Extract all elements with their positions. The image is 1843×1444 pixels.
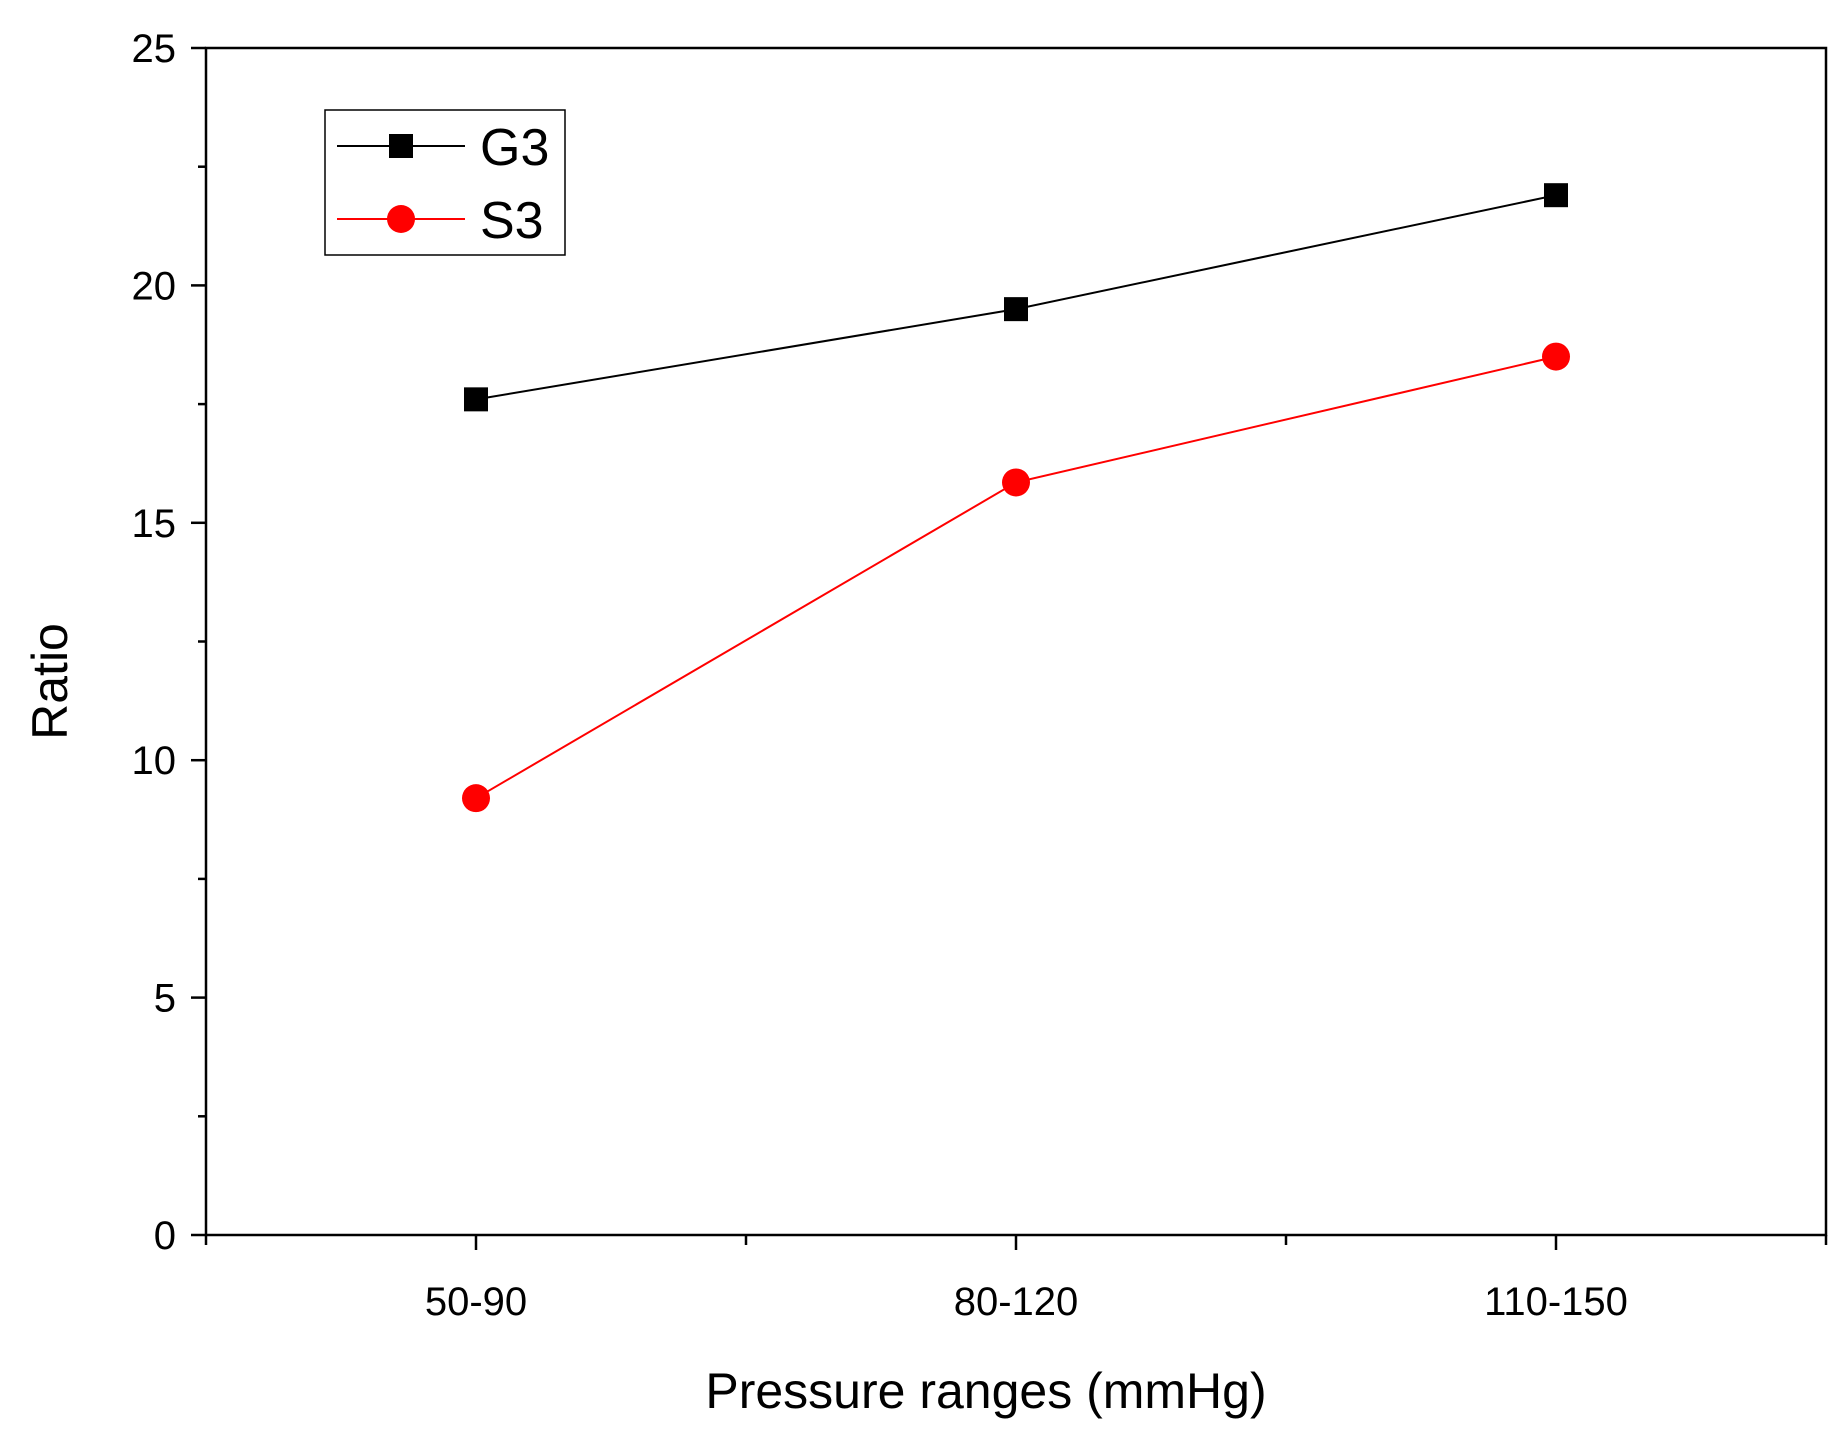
legend-item-s3: S3 xyxy=(337,192,544,250)
series-s3 xyxy=(462,342,1570,813)
x-axis-title: Pressure ranges (mmHg) xyxy=(705,1363,1266,1419)
y-tick-label: 20 xyxy=(132,264,177,308)
legend-box xyxy=(324,109,566,256)
series-line-s3 xyxy=(475,355,1557,800)
y-axis-title: Ratio xyxy=(22,623,78,740)
y-tick-label: 0 xyxy=(154,1214,176,1258)
data-point-g3 xyxy=(1544,183,1568,208)
legend-item-g3: G3 xyxy=(337,119,549,177)
data-point-s3 xyxy=(1542,342,1570,371)
data-point-s3 xyxy=(1002,468,1030,497)
data-point-g3 xyxy=(1004,297,1028,322)
y-tick-label: 10 xyxy=(132,739,177,783)
y-tick-label: 25 xyxy=(132,27,177,71)
x-tick-label: 110-150 xyxy=(1484,1280,1628,1324)
x-axis-ticks: 50-90 80-120 110-150 xyxy=(204,1235,1828,1324)
y-tick-label: 15 xyxy=(132,502,177,546)
legend-marker xyxy=(389,134,413,158)
series-g3 xyxy=(464,183,1568,412)
legend-marker xyxy=(387,205,415,233)
x-tick-label: 80-120 xyxy=(954,1280,1079,1324)
legend-label: S3 xyxy=(480,192,544,250)
data-point-s3 xyxy=(462,784,490,813)
data-point-g3 xyxy=(464,387,488,412)
y-axis-ticks: 0 5 10 15 20 25 xyxy=(132,27,206,1258)
y-tick-label: 5 xyxy=(154,977,176,1021)
x-tick-label: 50-90 xyxy=(425,1280,527,1324)
legend-label: G3 xyxy=(480,119,549,177)
series-layer xyxy=(462,183,1570,813)
